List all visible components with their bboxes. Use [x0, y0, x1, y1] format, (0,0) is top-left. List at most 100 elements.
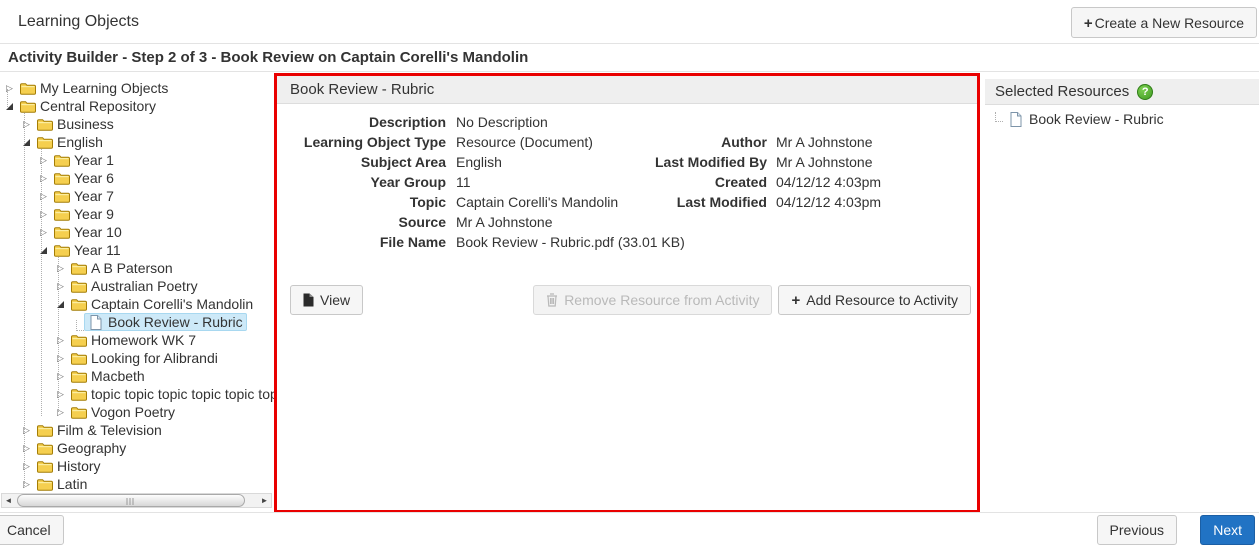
- field-value: Resource (Document): [456, 134, 593, 150]
- tree-item-folder[interactable]: Homework WK 7: [0, 331, 274, 349]
- tree-item-folder[interactable]: Year 10: [0, 223, 274, 241]
- tree-item-document[interactable]: Book Review - Rubric: [0, 313, 274, 331]
- expand-toggle-icon[interactable]: [54, 335, 67, 346]
- expand-toggle-icon[interactable]: [37, 191, 50, 202]
- folder-icon: [71, 334, 87, 347]
- field-label: Created: [714, 174, 767, 190]
- scroll-left-arrow-icon[interactable]: ◄: [4, 496, 13, 505]
- field-value: Captain Corelli's Mandolin: [456, 194, 619, 210]
- tree-item-folder[interactable]: Year 7: [0, 187, 274, 205]
- resource-detail-title: Book Review - Rubric: [290, 81, 435, 98]
- tree-item-folder[interactable]: topic topic topic topic topic top: [0, 385, 274, 403]
- folder-icon: [54, 190, 70, 203]
- tree-item-folder[interactable]: Central Repository: [0, 97, 274, 115]
- tree-item-folder[interactable]: Film & Television: [0, 421, 274, 439]
- tree-horizontal-scrollbar[interactable]: ◄ ►: [1, 493, 272, 508]
- tree-item-label: Book Review - Rubric: [108, 314, 243, 330]
- collapse-toggle-icon[interactable]: [37, 246, 50, 254]
- expand-toggle-icon[interactable]: [3, 83, 16, 94]
- tree-item-label: Homework WK 7: [91, 332, 197, 348]
- expand-toggle-icon[interactable]: [37, 173, 50, 184]
- expand-toggle-icon[interactable]: [37, 155, 50, 166]
- selected-resource-label: Book Review - Rubric: [1029, 111, 1164, 127]
- tree-item-label: Film & Television: [57, 422, 162, 438]
- tree-guide-line: [24, 110, 25, 486]
- expand-toggle-icon[interactable]: [37, 209, 50, 220]
- expand-toggle-icon[interactable]: [54, 263, 67, 274]
- tree-item-folder[interactable]: Year 6: [0, 169, 274, 187]
- tree-item-label: A B Paterson: [91, 260, 173, 276]
- selected-resources-panel: Selected Resources ? Book Review - Rubri…: [985, 73, 1259, 512]
- folder-icon: [71, 406, 87, 419]
- page-title: Learning Objects: [18, 13, 139, 30]
- tree-item-folder[interactable]: Vogon Poetry: [0, 403, 274, 421]
- scrollbar-grip-icon: [126, 498, 136, 505]
- tree-item-folder[interactable]: Looking for Alibrandi: [0, 349, 274, 367]
- tree-item-folder[interactable]: Year 9: [0, 205, 274, 223]
- create-new-resource-button[interactable]: Create a New Resource: [1070, 7, 1257, 38]
- create-new-resource-label: Create a New Resource: [1094, 14, 1244, 31]
- expand-toggle-icon[interactable]: [37, 227, 50, 238]
- tree-item-folder[interactable]: Macbeth: [0, 367, 274, 385]
- expand-toggle-icon[interactable]: [20, 119, 33, 130]
- collapse-toggle-icon[interactable]: [20, 138, 33, 146]
- tree-guide-line: [7, 89, 8, 107]
- tree-item-label: Year 7: [74, 188, 114, 204]
- tree-item-label: Business: [57, 116, 114, 132]
- tree-item-folder[interactable]: Year 11: [0, 241, 274, 259]
- tree-item-folder[interactable]: A B Paterson: [0, 259, 274, 277]
- tree-item-label: Year 6: [74, 170, 114, 186]
- tree-item-label: Year 11: [74, 242, 121, 258]
- folder-icon: [37, 118, 53, 131]
- collapse-toggle-icon[interactable]: [3, 102, 16, 110]
- next-button[interactable]: Next: [1200, 515, 1255, 545]
- field-label: Learning Object Type: [303, 134, 446, 150]
- field-label: Subject Area: [360, 154, 446, 170]
- tree-item-folder[interactable]: Latin: [0, 475, 274, 493]
- expand-toggle-icon[interactable]: [20, 461, 33, 472]
- tree-item-folder[interactable]: Year 1: [0, 151, 274, 169]
- tree-item-folder[interactable]: Captain Corelli's Mandolin: [0, 295, 274, 313]
- add-resource-button[interactable]: Add Resource to Activity: [778, 285, 971, 315]
- footer-bar: Cancel Previous Next: [0, 512, 1259, 558]
- previous-button[interactable]: Previous: [1096, 515, 1177, 545]
- cancel-button[interactable]: Cancel: [0, 515, 64, 545]
- expand-toggle-icon[interactable]: [20, 443, 33, 454]
- scrollbar-thumb[interactable]: [17, 494, 245, 507]
- expand-toggle-icon[interactable]: [54, 407, 67, 418]
- resource-detail-panel: Book Review - Rubric Description No Descr…: [274, 73, 980, 513]
- expand-toggle-icon[interactable]: [20, 479, 33, 490]
- scrollbar-track[interactable]: [15, 494, 258, 507]
- selected-resource-item[interactable]: Book Review - Rubric: [995, 111, 1164, 127]
- tree-item-label: My Learning Objects: [40, 80, 169, 96]
- expand-toggle-icon[interactable]: [54, 281, 67, 292]
- tree-item-folder[interactable]: Geography: [0, 439, 274, 457]
- tree-item-folder[interactable]: English: [0, 133, 274, 151]
- scroll-right-arrow-icon[interactable]: ►: [260, 496, 269, 505]
- view-button[interactable]: View: [290, 285, 364, 315]
- expand-toggle-icon[interactable]: [54, 353, 67, 364]
- detail-action-buttons: Remove Resource from Activity Add Resour…: [533, 285, 971, 315]
- field-label: Source: [398, 214, 446, 230]
- activity-builder-step-bar: Activity Builder - Step 2 of 3 - Book Re…: [0, 45, 1259, 72]
- help-icon[interactable]: ?: [1137, 83, 1154, 100]
- tree-item-label: Macbeth: [91, 368, 145, 384]
- folder-icon: [54, 244, 70, 257]
- remove-resource-button[interactable]: Remove Resource from Activity: [533, 285, 773, 315]
- folder-icon: [37, 460, 53, 473]
- tree-item-folder[interactable]: History: [0, 457, 274, 475]
- tree-item-folder[interactable]: My Learning Objects: [0, 79, 274, 97]
- expand-toggle-icon[interactable]: [54, 389, 67, 400]
- tree-stub-connector: [995, 112, 1003, 122]
- trash-icon: [546, 293, 558, 307]
- tree-item-label: English: [57, 134, 103, 150]
- tree-item-folder[interactable]: Business: [0, 115, 274, 133]
- tree-item-folder[interactable]: Australian Poetry: [0, 277, 274, 295]
- expand-toggle-icon[interactable]: [20, 425, 33, 436]
- folder-icon: [71, 280, 87, 293]
- folder-icon: [37, 136, 53, 149]
- expand-toggle-icon[interactable]: [54, 371, 67, 382]
- folder-icon: [37, 424, 53, 437]
- collapse-toggle-icon[interactable]: [54, 300, 67, 308]
